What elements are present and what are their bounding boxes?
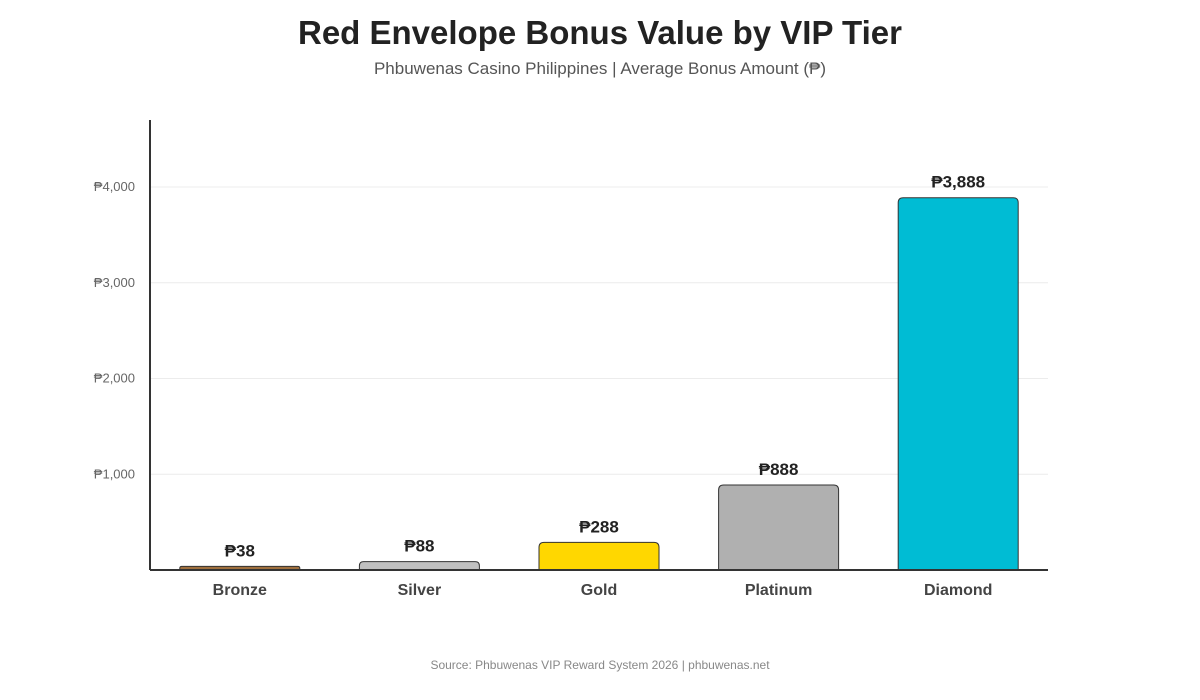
bar-value-label: ₱888 [759,460,799,479]
bar-value-label: ₱288 [579,517,619,536]
y-tick-label: ₱1,000 [94,466,135,481]
chart-subtitle: Phbuwenas Casino Philippines | Average B… [373,59,827,78]
y-tick-label: ₱4,000 [94,179,135,194]
x-tick-label: Bronze [213,582,267,599]
bar-value-label: ₱38 [225,541,255,560]
chart-title: Red Envelope Bonus Value by VIP Tier [298,14,902,51]
source-note: Source: Phbuwenas VIP Reward System 2026… [430,658,770,672]
bar-diamond [897,197,1019,571]
x-tick-label: Gold [581,582,617,599]
x-tick-label: Platinum [745,582,813,599]
x-tick-label: Diamond [924,582,992,599]
bar-gold [538,541,660,571]
bar-value-label: ₱88 [404,537,434,556]
bar-value-label: ₱3,888 [931,173,985,192]
bar-platinum [718,484,840,571]
bar-silver [358,561,480,571]
y-tick-label: ₱3,000 [94,275,135,290]
y-tick-label: ₱2,000 [94,371,135,386]
x-tick-label: Silver [398,582,442,599]
